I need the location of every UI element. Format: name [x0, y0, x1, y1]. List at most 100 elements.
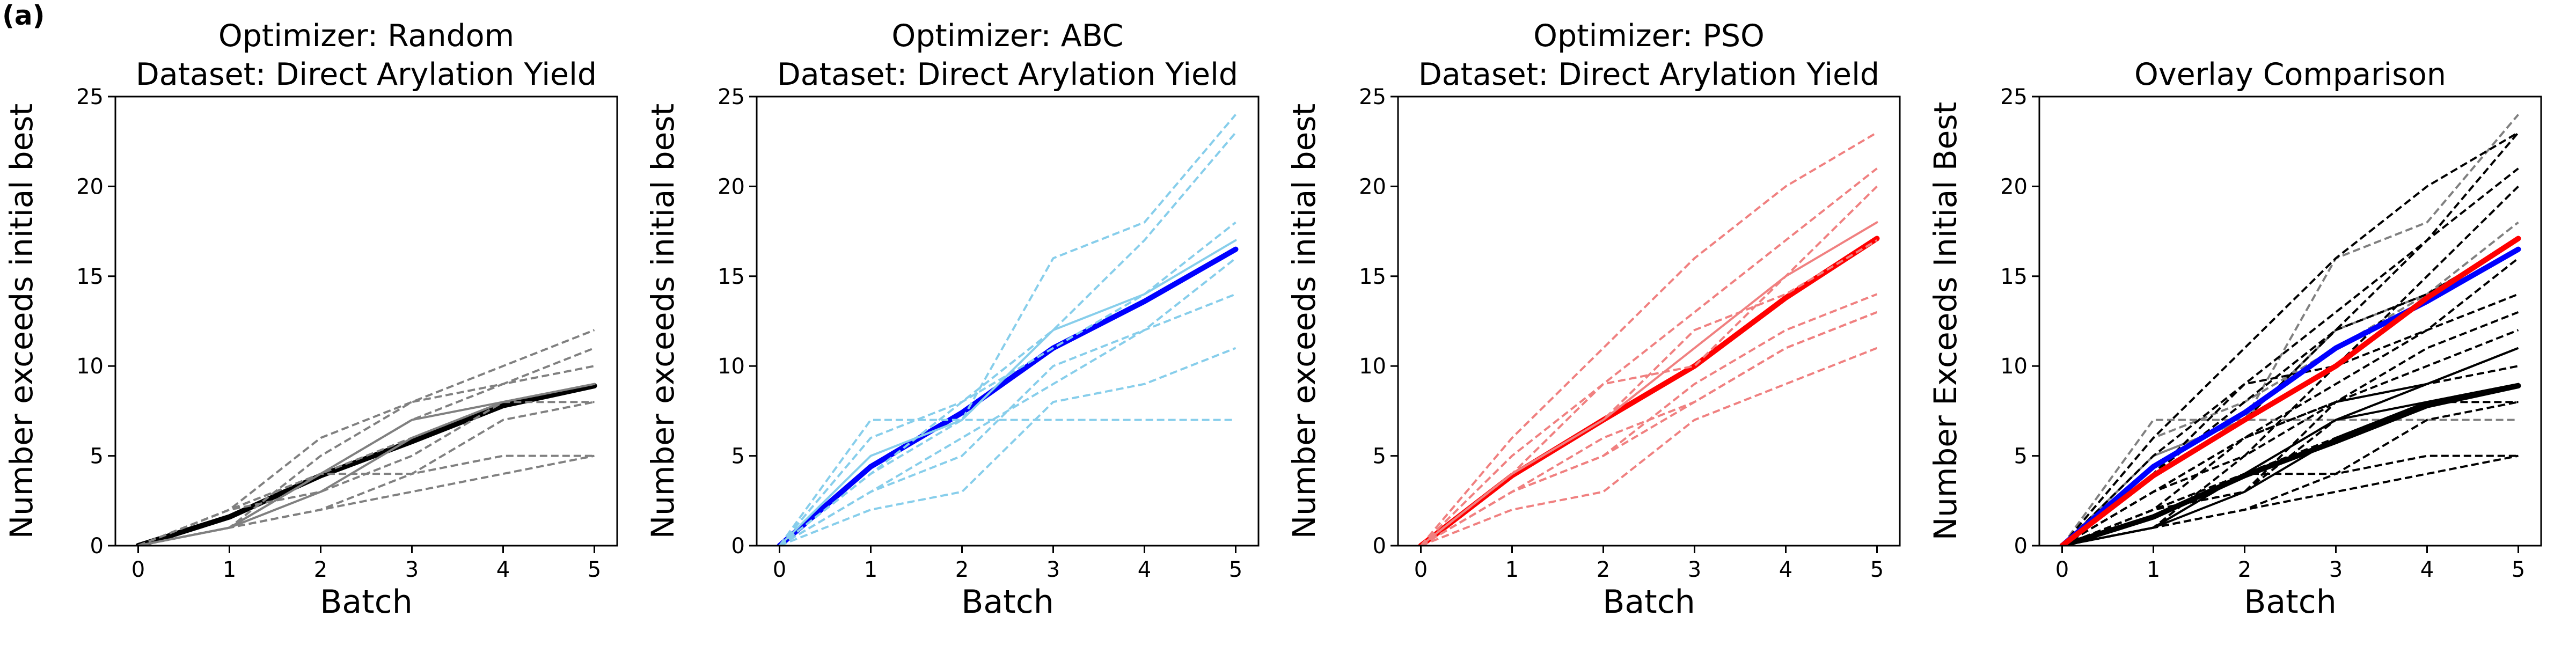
y-tick-label: 20	[76, 174, 104, 199]
x-tick-label: 3	[1046, 557, 1060, 582]
series-group	[1418, 131, 1880, 546]
series-line-2	[778, 114, 1237, 546]
chart-panel-3: 0 1 2 3 4 5 0 5 10 15 20 25 Batch Number exceeds init…	[1286, 18, 1901, 621]
series-line-8	[1420, 347, 1878, 546]
y-tick-label: 0	[1373, 534, 1386, 559]
series-line-10	[2061, 293, 2519, 546]
y-tick-label: 20	[1359, 174, 1386, 199]
x-tick-label: 0	[1414, 557, 1428, 582]
y-tick-label: 5	[1373, 444, 1386, 469]
series-line-20	[2061, 454, 2519, 546]
y-tick-label: 25	[2000, 85, 2028, 109]
series-group	[135, 329, 597, 546]
y-tick-label: 10	[76, 354, 104, 379]
x-tick-label: 2	[955, 557, 969, 582]
chart-title: Overlay Comparison	[2134, 57, 2446, 92]
chart-title: Dataset: Direct Arylation Yield	[1418, 57, 1879, 92]
series-line-25	[2059, 246, 2521, 546]
series-line-10	[1419, 221, 1878, 546]
y-axis-label: Number exceeds initial best	[645, 104, 681, 539]
series-line-24	[2059, 383, 2521, 546]
series-line-3	[1420, 167, 1878, 546]
x-tick-label: 2	[1597, 557, 1610, 582]
series-line-6	[779, 293, 1236, 546]
y-tick-label: 15	[1359, 265, 1386, 289]
series-line-3	[138, 347, 595, 546]
series-line-1	[1418, 236, 1880, 546]
x-tick-label: 1	[1505, 557, 1519, 582]
y-tick-label: 20	[718, 174, 745, 199]
series-line-5	[2061, 131, 2519, 546]
series-line-4	[778, 221, 1236, 546]
series-line-2	[2061, 221, 2519, 546]
x-axis-label: Batch	[1602, 583, 1695, 621]
x-tick-label: 3	[2329, 557, 2343, 582]
y-axis-label: Number Exceeds Initial Best	[1927, 102, 1964, 540]
y-tick-label: 10	[2000, 354, 2028, 379]
x-tick-label: 1	[223, 557, 236, 582]
series-line-1	[777, 246, 1239, 546]
series-line-6	[2061, 167, 2519, 546]
y-tick-label: 25	[76, 85, 104, 109]
x-tick-label: 3	[1688, 557, 1701, 582]
x-tick-label: 2	[2238, 557, 2251, 582]
y-tick-label: 5	[731, 444, 745, 469]
y-tick-label: 25	[718, 85, 745, 109]
series-line-9	[138, 454, 595, 546]
y-tick-label: 5	[2014, 444, 2028, 469]
x-axis-label: Batch	[961, 583, 1053, 621]
chart-panel-2: 0 1 2 3 4 5 0 5 10 15 20 25 Batch Number exceeds init…	[645, 18, 1260, 621]
x-tick-label: 0	[773, 557, 786, 582]
series-line-16	[2062, 347, 2519, 546]
series-line-9	[2061, 257, 2519, 546]
series-line-2	[137, 329, 595, 546]
series-line-7	[779, 347, 1236, 546]
x-tick-label: 4	[2420, 557, 2434, 582]
x-tick-label: 4	[496, 557, 510, 582]
x-tick-label: 2	[314, 557, 327, 582]
x-tick-label: 5	[588, 557, 601, 582]
series-line-11	[137, 383, 596, 546]
x-tick-label: 0	[2055, 557, 2069, 582]
series-line-1	[2061, 114, 2520, 546]
series-line-9	[1420, 311, 1878, 546]
y-tick-label: 5	[90, 444, 104, 469]
x-axis-label: Batch	[320, 583, 412, 621]
series-line-23	[2061, 383, 2520, 546]
series-line-6	[138, 401, 595, 546]
y-tick-label: 25	[1359, 85, 1386, 109]
series-line-9	[778, 239, 1237, 546]
panel-label: (a)	[2, 0, 45, 31]
y-tick-label: 10	[718, 354, 745, 379]
y-tick-label: 15	[2000, 265, 2028, 289]
x-axis-label: Batch	[2244, 583, 2336, 621]
y-axis-label: Number exceeds initial best	[3, 104, 40, 539]
chart-title: Optimizer: ABC	[891, 18, 1123, 54]
series-line-5	[779, 257, 1236, 546]
plot-frame	[756, 96, 1260, 547]
x-tick-label: 4	[1779, 557, 1792, 582]
plot-frame	[2038, 96, 2542, 547]
x-tick-label: 5	[1229, 557, 1242, 582]
plot-frame	[114, 96, 618, 547]
y-axis-label: Number exceeds initial best	[1286, 104, 1322, 539]
x-tick-label: 5	[1870, 557, 1884, 582]
chart-title: Dataset: Direct Arylation Yield	[777, 57, 1238, 92]
x-tick-label: 0	[131, 557, 145, 582]
x-tick-label: 4	[1138, 557, 1151, 582]
y-tick-label: 15	[718, 265, 745, 289]
x-tick-label: 5	[2512, 557, 2525, 582]
series-line-8	[137, 454, 595, 546]
series-group	[2059, 114, 2521, 546]
y-tick-label: 15	[76, 265, 104, 289]
y-tick-label: 10	[1359, 354, 1386, 379]
series-line-7	[1420, 311, 1878, 546]
chart-title: Dataset: Direct Arylation Yield	[136, 57, 597, 92]
y-tick-label: 0	[90, 534, 104, 559]
y-tick-label: 20	[2000, 174, 2028, 199]
series-line-26	[2059, 236, 2521, 546]
y-tick-label: 0	[731, 534, 745, 559]
series-line-2	[1419, 131, 1878, 546]
